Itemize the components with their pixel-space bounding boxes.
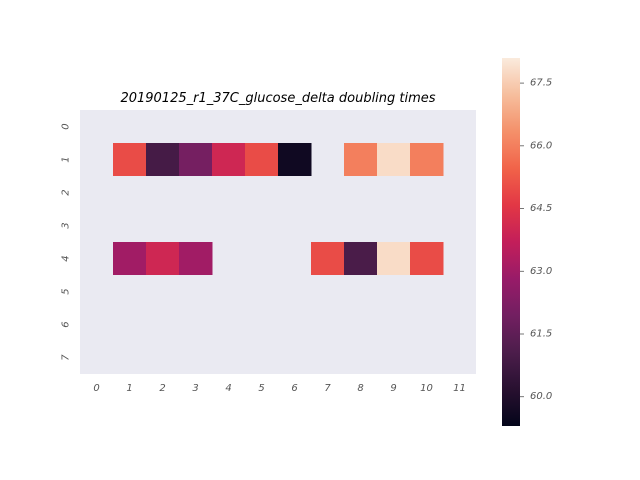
heatmap-cell-r1-c3 xyxy=(179,143,213,176)
y-tick-label: 6 xyxy=(61,321,72,327)
heatmap-cell-r1-c8 xyxy=(344,143,378,176)
x-tick-label: 3 xyxy=(192,383,198,394)
x-tick-label: 9 xyxy=(390,383,396,394)
colorbar-tick-label: 66.0 xyxy=(530,140,552,151)
x-tick-label: 1 xyxy=(126,383,132,394)
colorbar-ticks: 60.0 61.5 63.0 64.5 66.0 67.5 xyxy=(520,78,552,402)
colorbar-tick-label: 63.0 xyxy=(530,266,552,277)
heatmap-cells xyxy=(113,143,444,275)
x-tick-label: 7 xyxy=(324,383,331,394)
y-tick-label: 5 xyxy=(61,288,72,294)
y-tick-label: 4 xyxy=(61,255,72,261)
heatmap-cell-r4-c3 xyxy=(179,242,213,275)
x-tick-label: 10 xyxy=(420,383,433,394)
y-tick-label: 2 xyxy=(61,189,72,195)
heatmap-cell-r4-c8 xyxy=(344,242,378,275)
x-tick-label: 4 xyxy=(225,383,231,394)
colorbar-tick-label: 67.5 xyxy=(530,78,552,89)
chart-title: 20190125_r1_37C_glucose_delta doubling t… xyxy=(120,91,435,106)
heatmap-cell-r4-c1 xyxy=(113,242,147,275)
heatmap-cell-r1-c2 xyxy=(146,143,180,176)
heatmap-cell-r1-c6 xyxy=(278,143,312,176)
heatmap-cell-r4-c10 xyxy=(410,242,444,275)
x-tick-label: 8 xyxy=(357,383,363,394)
y-tick-labels: 0 1 2 3 4 5 6 7 xyxy=(61,123,72,360)
y-tick-label: 0 xyxy=(61,123,72,129)
y-tick-label: 1 xyxy=(61,156,72,162)
heatmap-cell-r4-c9 xyxy=(377,242,411,275)
colorbar-tick-label: 61.5 xyxy=(530,329,552,340)
x-tick-label: 0 xyxy=(93,383,99,394)
colorbar-tick-label: 64.5 xyxy=(530,203,552,214)
x-tick-label: 5 xyxy=(258,383,264,394)
x-tick-label: 11 xyxy=(453,383,466,394)
heatmap-cell-r1-c4 xyxy=(212,143,246,176)
heatmap-cell-r4-c7 xyxy=(311,242,345,275)
x-tick-label: 6 xyxy=(291,383,297,394)
heatmap-cell-r4-c2 xyxy=(146,242,180,275)
x-tick-labels: 0 1 2 3 4 5 6 7 8 9 10 11 xyxy=(93,383,466,394)
heatmap-cell-r1-c1 xyxy=(113,143,147,176)
y-tick-label: 3 xyxy=(61,222,72,228)
colorbar xyxy=(502,58,520,426)
heatmap-cell-r1-c5 xyxy=(245,143,279,176)
heatmap-cell-r1-c10 xyxy=(410,143,444,176)
heatmap-cell-r1-c9 xyxy=(377,143,411,176)
y-tick-label: 7 xyxy=(61,354,72,361)
x-tick-label: 2 xyxy=(159,383,165,394)
colorbar-tick-label: 60.0 xyxy=(530,391,552,402)
